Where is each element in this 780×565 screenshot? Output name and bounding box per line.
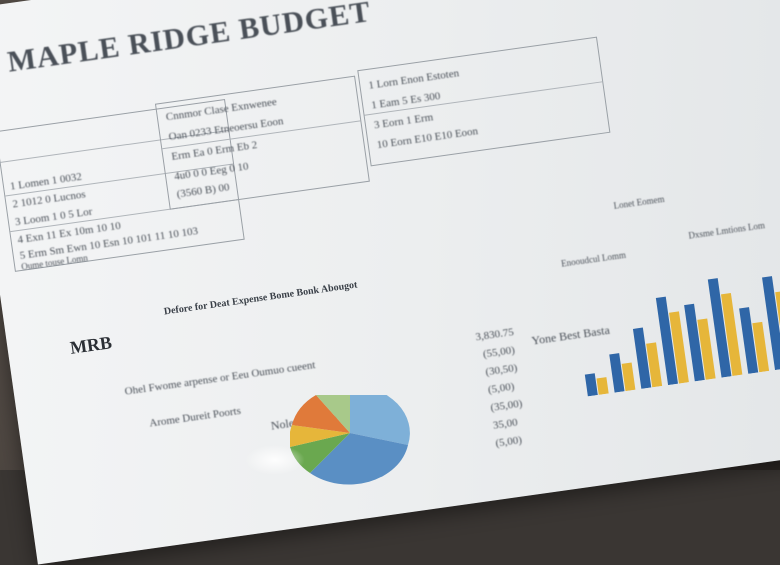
light-glare	[245, 445, 305, 475]
bar-value: (35,00)	[489, 397, 524, 414]
bar-value: (55,00)	[482, 344, 516, 361]
pie-slice	[290, 433, 350, 473]
table-middle-row: (3560 B) 00	[175, 181, 231, 201]
bar	[609, 353, 625, 393]
bar-value: 35,00	[492, 416, 519, 432]
logo: MRB	[68, 332, 114, 358]
bar	[655, 296, 678, 386]
table-right: 1 Lorn Enon Estoten 1 Eam 5 Es 300 3 Eor…	[357, 36, 611, 167]
bar	[584, 373, 598, 397]
bar	[684, 303, 705, 382]
pie-slice	[292, 395, 350, 433]
bar	[596, 377, 609, 395]
pie-slice	[350, 395, 410, 445]
bar	[697, 318, 716, 380]
bar-value: (5,00)	[487, 380, 516, 397]
bar	[669, 311, 689, 384]
section-heading: Defore for Deat Expense Bome Bonk Abougo…	[163, 279, 359, 318]
bar-value: (5,00)	[494, 434, 523, 450]
table-middle-row: Erm Ea 0 Erm Eb 2	[170, 139, 258, 163]
legend-item: Enooudcul Lomm	[560, 249, 627, 269]
bar-chart	[584, 276, 780, 397]
bar	[646, 342, 663, 388]
document-title: MAPLE RIDGE BUDGET	[5, 0, 373, 79]
bar	[720, 292, 743, 377]
note: Arome Dureit Poorts	[148, 404, 242, 430]
table-middle: Cnnmor Clase Exnwenee Oan 0233 Etneoersu…	[154, 75, 370, 210]
note: Ohel Fwome arpense or Eeu Oumuo cueent	[123, 359, 317, 398]
pie-slice	[290, 425, 350, 447]
table-middle-row: 4u0 0 0 Eeg 0 10	[173, 160, 250, 183]
bar	[762, 276, 780, 371]
bar	[621, 362, 636, 392]
legend-item: Lonet Eomem	[612, 193, 666, 211]
bar	[632, 327, 652, 389]
pie-slice	[316, 395, 350, 433]
legend-item: Dxsme Lmtions Lom	[687, 220, 766, 241]
table-right-row: 3 Eorn 1 Erm	[373, 111, 434, 132]
pie-chart	[290, 395, 410, 485]
bar-value: (30,50)	[484, 361, 519, 379]
bar-value: 3,830.75	[474, 326, 515, 344]
table-right-row: 1 Lorn Enon Estoten	[367, 67, 460, 92]
bar	[707, 278, 732, 378]
bar	[752, 321, 770, 373]
bar	[739, 307, 759, 374]
